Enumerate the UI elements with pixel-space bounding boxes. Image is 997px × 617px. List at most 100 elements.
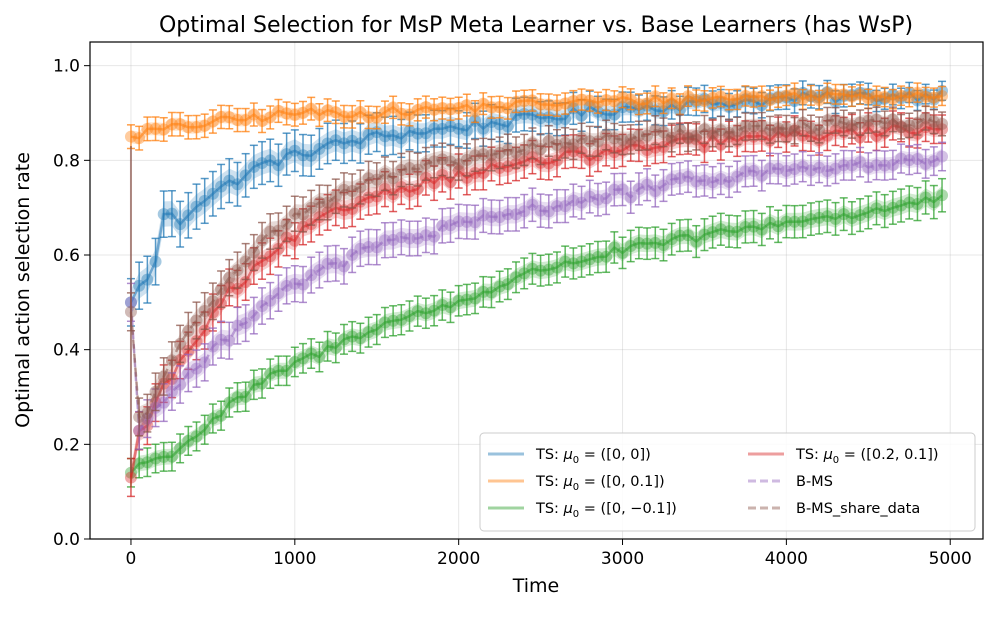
data-point [862, 114, 875, 127]
data-point [895, 120, 908, 133]
data-point [477, 285, 490, 298]
data-point [280, 364, 293, 377]
error-bar [323, 245, 332, 283]
data-point [157, 370, 170, 383]
data-point [936, 150, 949, 163]
data-point [346, 248, 359, 261]
error-bar [872, 106, 881, 133]
data-point [903, 196, 916, 209]
data-point [223, 334, 236, 347]
error-bar [675, 161, 684, 195]
error-bar [495, 199, 504, 235]
series-line [129, 116, 943, 419]
data-point [124, 130, 137, 143]
y-tick-label: 0.6 [53, 246, 80, 266]
data-point [600, 108, 613, 121]
data-point [657, 179, 670, 192]
data-point [591, 251, 604, 264]
data-point [747, 91, 760, 104]
data-point [534, 143, 547, 156]
data-point [616, 133, 629, 146]
data-point [329, 134, 342, 147]
data-point [845, 90, 858, 103]
legend-label: TS: μ0 = ([0, −0.1]) [535, 501, 677, 520]
error-bar [266, 281, 275, 320]
data-point [739, 89, 752, 102]
x-tick-label: 1000 [273, 549, 316, 569]
legend-label: TS: μ0 = ([0, 0]) [535, 447, 651, 466]
data-point [378, 106, 391, 119]
data-point [796, 160, 809, 173]
data-point [821, 114, 834, 127]
data-point [239, 255, 252, 268]
data-point [141, 407, 154, 420]
data-point [821, 210, 834, 223]
data-point [215, 409, 228, 422]
legend-label: B-MS [796, 474, 833, 490]
error-bar [405, 220, 414, 257]
data-point [763, 216, 776, 229]
error-bar [741, 155, 750, 188]
y-tick-label: 0.8 [53, 151, 80, 171]
data-point [247, 108, 260, 121]
data-point [723, 93, 736, 106]
data-point [755, 119, 768, 132]
data-point [870, 129, 883, 142]
data-point [632, 182, 645, 195]
data-point [239, 169, 252, 182]
data-point [444, 176, 457, 189]
series-5-b-ms-share-data [124, 105, 949, 437]
data-point [698, 123, 711, 136]
data-point [362, 326, 375, 339]
data-point [469, 216, 482, 229]
data-point [256, 115, 269, 128]
data-point [854, 116, 867, 129]
data-point [256, 377, 269, 390]
plot-frame [89, 41, 984, 540]
data-point [174, 337, 187, 350]
data-point [264, 225, 277, 238]
data-point [362, 111, 375, 124]
data-point [723, 175, 736, 188]
data-point [206, 187, 219, 200]
data-point [542, 98, 555, 111]
error-bar [544, 124, 553, 157]
data-point [313, 264, 326, 277]
data-point [886, 201, 899, 214]
data-point [297, 208, 310, 221]
data-point [329, 341, 342, 354]
data-point [428, 103, 441, 116]
data-point [813, 161, 826, 174]
data-point [313, 196, 326, 209]
error-bar [512, 196, 521, 232]
data-point [231, 264, 244, 277]
data-point [321, 104, 334, 117]
data-point [419, 127, 432, 140]
data-point [829, 88, 842, 101]
data-point [600, 94, 613, 107]
chart-title: Optimal Selection for MsP Meta Learner v… [159, 13, 913, 38]
data-point [403, 232, 416, 245]
data-point [280, 279, 293, 292]
data-point [542, 111, 555, 124]
data-point [264, 154, 277, 167]
data-point [567, 138, 580, 151]
data-point [436, 299, 449, 312]
data-point [526, 262, 539, 275]
data-point [469, 292, 482, 305]
data-point [567, 95, 580, 108]
data-point [444, 103, 457, 116]
data-point [387, 129, 400, 142]
data-point [583, 135, 596, 148]
data-point [714, 223, 727, 236]
data-point [198, 119, 211, 132]
data-point [305, 269, 318, 282]
data-point [673, 98, 686, 111]
data-point [419, 157, 432, 170]
series-line [130, 194, 943, 474]
data-point [755, 169, 768, 182]
data-point [534, 98, 547, 111]
data-point [452, 122, 465, 135]
error-bar [544, 194, 553, 229]
